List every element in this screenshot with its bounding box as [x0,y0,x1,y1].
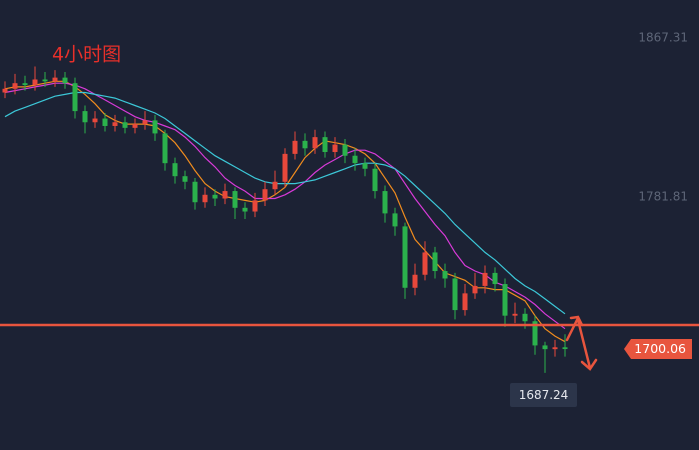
arrow-up [565,316,580,342]
candle-body [12,83,18,89]
candle-body [522,313,528,322]
candle-body [122,122,128,128]
candle-body [312,137,318,149]
candle-body [92,118,98,123]
candle-body [532,321,538,346]
low-label-box [510,383,577,407]
candle-body [22,83,28,86]
candle-body [142,120,148,125]
candle-body [372,168,378,192]
candle-body [2,88,8,93]
candle-body [362,163,368,169]
candle-body [332,144,338,153]
candle-body [452,278,458,311]
candle-body [552,347,558,350]
arrow-down [576,318,592,370]
candle-body [182,176,188,182]
candle-body [392,213,398,227]
candle-body [422,252,428,275]
candle-body [302,140,308,149]
candle-body [282,153,288,182]
candle-body [192,181,198,203]
candle-body [62,77,68,84]
candle-body [402,226,408,288]
candle-body [262,189,268,201]
candle-body [482,272,488,286]
ma-line [4,82,566,330]
candle-body [132,124,138,128]
candle-body [242,207,248,212]
candle-body [432,252,438,272]
price-tag-label: 1700.06 [634,341,686,356]
y-tick-label: 1867.31 [638,30,688,44]
candle-body [52,77,58,82]
candle-body [472,285,478,294]
candle-body [292,140,298,154]
candle-body [42,79,48,82]
candle-body [382,191,388,214]
candle-body [342,144,348,156]
candle-body [252,200,258,212]
arrows [565,315,598,371]
candle-body [112,122,118,126]
candle-body [162,133,168,164]
candle-body [152,120,158,134]
y-tick-label: 1781.81 [638,190,688,204]
candle-body [72,83,78,112]
candle-body [562,347,568,350]
arrow-down-head [580,358,598,371]
candle-body [82,111,88,123]
price-tag [624,339,692,360]
candle-body [212,194,218,199]
chart-title: 4小时图 [52,44,121,66]
candle-body [232,191,238,208]
low-label: 1687.24 [519,388,569,402]
candle-body [492,272,498,285]
candle-body [462,293,468,311]
candle-body [512,313,518,316]
candle-body [352,155,358,164]
candle-body [322,137,328,153]
candle-body [32,79,38,86]
candle-body [442,271,448,279]
candle-body [272,181,278,190]
candle-body [222,191,228,199]
candle-body [202,194,208,203]
candle-body [412,274,418,288]
candle-body [102,118,108,126]
candle-body [172,163,178,177]
candle-body [502,284,508,316]
candle-body [542,345,548,350]
arrow-up-head [569,315,584,327]
